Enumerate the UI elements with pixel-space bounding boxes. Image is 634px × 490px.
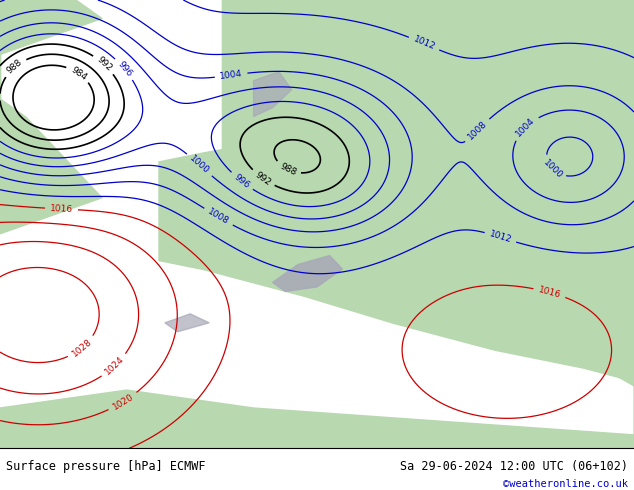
Text: 1016: 1016 (50, 204, 73, 214)
Text: ©weatheronline.co.uk: ©weatheronline.co.uk (503, 479, 628, 489)
Text: Sa 29-06-2024 12:00 UTC (06+102): Sa 29-06-2024 12:00 UTC (06+102) (399, 460, 628, 473)
Text: 1016: 1016 (537, 285, 562, 300)
Text: 1004: 1004 (514, 116, 537, 139)
Text: 988: 988 (278, 162, 297, 177)
Text: 1012: 1012 (488, 230, 513, 245)
Polygon shape (273, 256, 342, 292)
Text: 1028: 1028 (70, 337, 94, 359)
Text: 1020: 1020 (111, 392, 135, 412)
Text: Surface pressure [hPa] ECMWF: Surface pressure [hPa] ECMWF (6, 460, 206, 473)
Text: 996: 996 (115, 59, 133, 78)
Text: 1024: 1024 (103, 355, 126, 377)
Text: 984: 984 (69, 65, 88, 82)
Text: 1008: 1008 (206, 207, 231, 227)
Text: 1004: 1004 (219, 69, 243, 81)
Polygon shape (165, 314, 209, 332)
Text: 996: 996 (232, 172, 251, 190)
Text: 1012: 1012 (412, 35, 436, 52)
Text: 988: 988 (5, 58, 24, 76)
Text: 1000: 1000 (188, 154, 211, 176)
Text: 992: 992 (94, 55, 113, 74)
Text: 1000: 1000 (541, 158, 564, 181)
Polygon shape (254, 72, 292, 117)
Text: 1008: 1008 (466, 119, 489, 142)
Text: 992: 992 (254, 170, 273, 187)
